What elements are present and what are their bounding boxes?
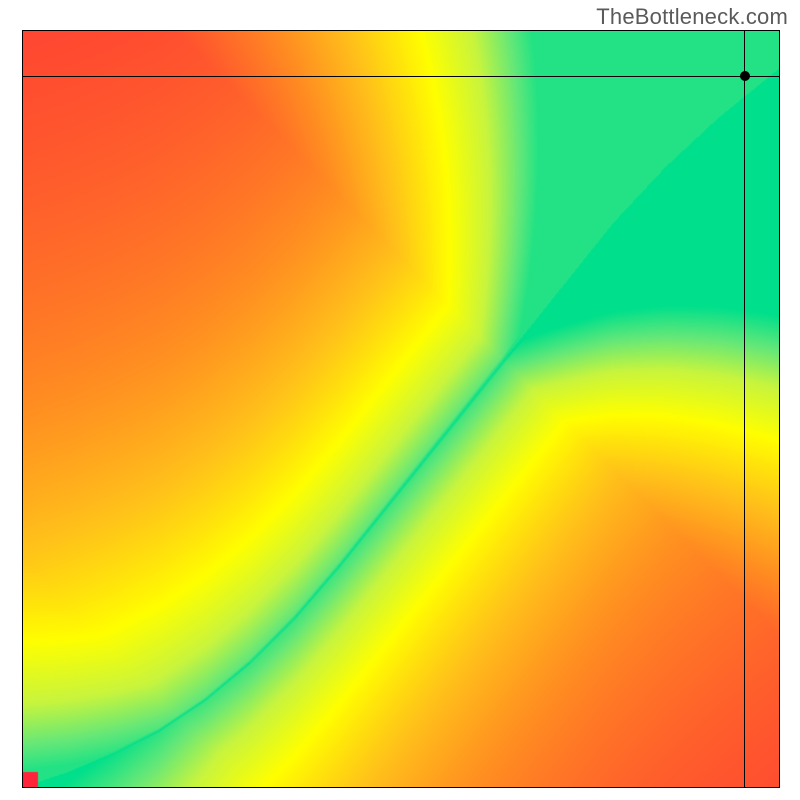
crosshair-point [740,71,750,81]
crosshair-vertical-line [744,31,745,787]
heatmap-canvas [23,31,779,787]
watermark-text: TheBottleneck.com [596,4,788,30]
chart-container: TheBottleneck.com [0,0,800,800]
heatmap-plot [22,30,780,788]
crosshair-horizontal-line [23,76,779,77]
